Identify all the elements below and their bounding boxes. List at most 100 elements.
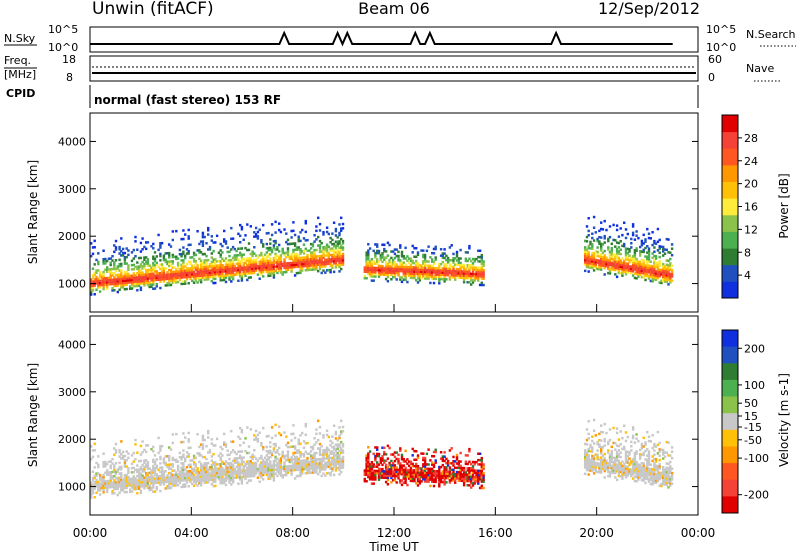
- velocity-echo-cell: [471, 484, 475, 487]
- velocity-echo-cell: [134, 477, 137, 480]
- power-echo-cell: [651, 273, 654, 277]
- power-echo-cell: [340, 246, 343, 249]
- velocity-echo-cell: [276, 463, 279, 467]
- power-echo-cell: [293, 248, 297, 252]
- velocity-echo-cell: [598, 464, 601, 468]
- velocity-echo-cell: [400, 483, 404, 487]
- velocity-echo-cell: [475, 460, 478, 464]
- power-echo-cell: [384, 256, 388, 259]
- velocity-echo-cell: [423, 480, 427, 483]
- power-echo-cell: [439, 273, 443, 277]
- velocity-echo-cell: [233, 476, 236, 479]
- power-echo-cell: [318, 261, 322, 264]
- power-echo-cell: [624, 253, 628, 257]
- velocity-echo-cell: [299, 451, 302, 454]
- velocity-echo-cell: [134, 438, 137, 442]
- velocity-echo-cell: [603, 444, 606, 447]
- power-echo-cell: [623, 244, 626, 248]
- power-echo-cell: [260, 268, 263, 272]
- power-echo-cell: [272, 246, 276, 249]
- power-echo-cell: [114, 278, 118, 281]
- power-echo-cell: [591, 264, 594, 267]
- power-echo-cell: [318, 248, 322, 251]
- power-echo-cell: [290, 242, 293, 246]
- velocity-echo-cell: [196, 452, 199, 455]
- power-echo-cell: [397, 257, 400, 260]
- velocity-echo-cell: [297, 474, 300, 478]
- power-echo-cell: [192, 266, 196, 270]
- power-echo-cell: [455, 263, 459, 267]
- velocity-echo-cell: [153, 477, 157, 480]
- power-echo-cell: [162, 267, 166, 270]
- power-echo-cell: [384, 260, 388, 264]
- velocity-echo-cell: [130, 479, 134, 483]
- power-echo-cell: [308, 262, 311, 265]
- power-echo-cell: [132, 276, 135, 279]
- velocity-echo-cell: [228, 453, 231, 456]
- power-echo-cell: [409, 270, 413, 273]
- velocity-echo-cell: [592, 442, 596, 445]
- velocity-echo-cell: [150, 473, 153, 477]
- power-echo-cell: [399, 267, 402, 271]
- power-echo-cell: [223, 240, 226, 243]
- velocity-echo-cell: [372, 473, 375, 477]
- velocity-echo-cell: [145, 478, 148, 481]
- power-echo-cell: [480, 275, 483, 278]
- power-echo-cell: [336, 251, 339, 254]
- power-echo-cell: [175, 274, 178, 278]
- velocity-echo-cell: [153, 490, 157, 493]
- power-echo-cell: [253, 267, 256, 270]
- power-echo-cell: [642, 242, 645, 245]
- power-echo-cell: [182, 282, 185, 285]
- power-echo-cell: [104, 279, 107, 282]
- velocity-echo-cell: [457, 460, 460, 463]
- power-echo-cell: [162, 258, 166, 262]
- power-echo-cell: [270, 261, 274, 264]
- power-echo-cell: [325, 262, 329, 266]
- power-echo-cell: [480, 283, 483, 287]
- power-echo-cell: [208, 248, 212, 251]
- velocity-echo-cell: [102, 486, 105, 490]
- power-echo-cell: [292, 255, 295, 258]
- velocity-echo-cell: [168, 484, 171, 488]
- power-echo-cell: [607, 237, 610, 241]
- power-echo-cell: [274, 231, 277, 234]
- velocity-echo-cell: [230, 483, 233, 486]
- velocity-echo-cell: [166, 463, 169, 467]
- velocity-echo-cell: [178, 481, 182, 485]
- velocity-echo-cell: [299, 468, 302, 471]
- power-echo-cell: [297, 248, 300, 251]
- velocity-echo-cell: [228, 464, 231, 467]
- power-echo-cell: [443, 263, 446, 266]
- power-echo-cell: [626, 232, 629, 236]
- velocity-echo-cell: [376, 461, 379, 464]
- power-echo-cell: [175, 268, 178, 271]
- power-echo-cell: [185, 273, 189, 277]
- velocity-echo-cell: [283, 454, 286, 458]
- velocity-echo-cell: [226, 477, 229, 480]
- power-echo-cell: [97, 279, 100, 283]
- velocity-echo-cell: [293, 447, 297, 450]
- velocity-echo-cell: [468, 475, 471, 479]
- power-echo-cell: [146, 270, 150, 274]
- power-echo-cell: [123, 283, 127, 287]
- velocity-echo-cell: [143, 470, 146, 473]
- power-echo-cell: [663, 248, 667, 251]
- velocity-echo-cell: [372, 465, 375, 468]
- velocity-echo-cell: [423, 461, 427, 464]
- power-echo-cell: [670, 273, 674, 276]
- velocity-echo-cell: [480, 484, 483, 488]
- velocity-echo-cell: [596, 455, 599, 459]
- power-echo-cell: [423, 270, 427, 274]
- power-echo-cell: [473, 268, 476, 271]
- velocity-echo-cell: [585, 428, 589, 431]
- velocity-echo-cell: [297, 466, 300, 469]
- velocity-echo-cell: [313, 462, 316, 466]
- power-echo-cell: [605, 265, 608, 268]
- power-echo-cell: [409, 274, 413, 277]
- power-echo-cell: [325, 247, 329, 251]
- power-echo-cell: [422, 262, 425, 265]
- velocity-echo-cell: [253, 438, 256, 441]
- velocity-echo-cell: [379, 457, 382, 460]
- power-echo-cell: [329, 264, 332, 267]
